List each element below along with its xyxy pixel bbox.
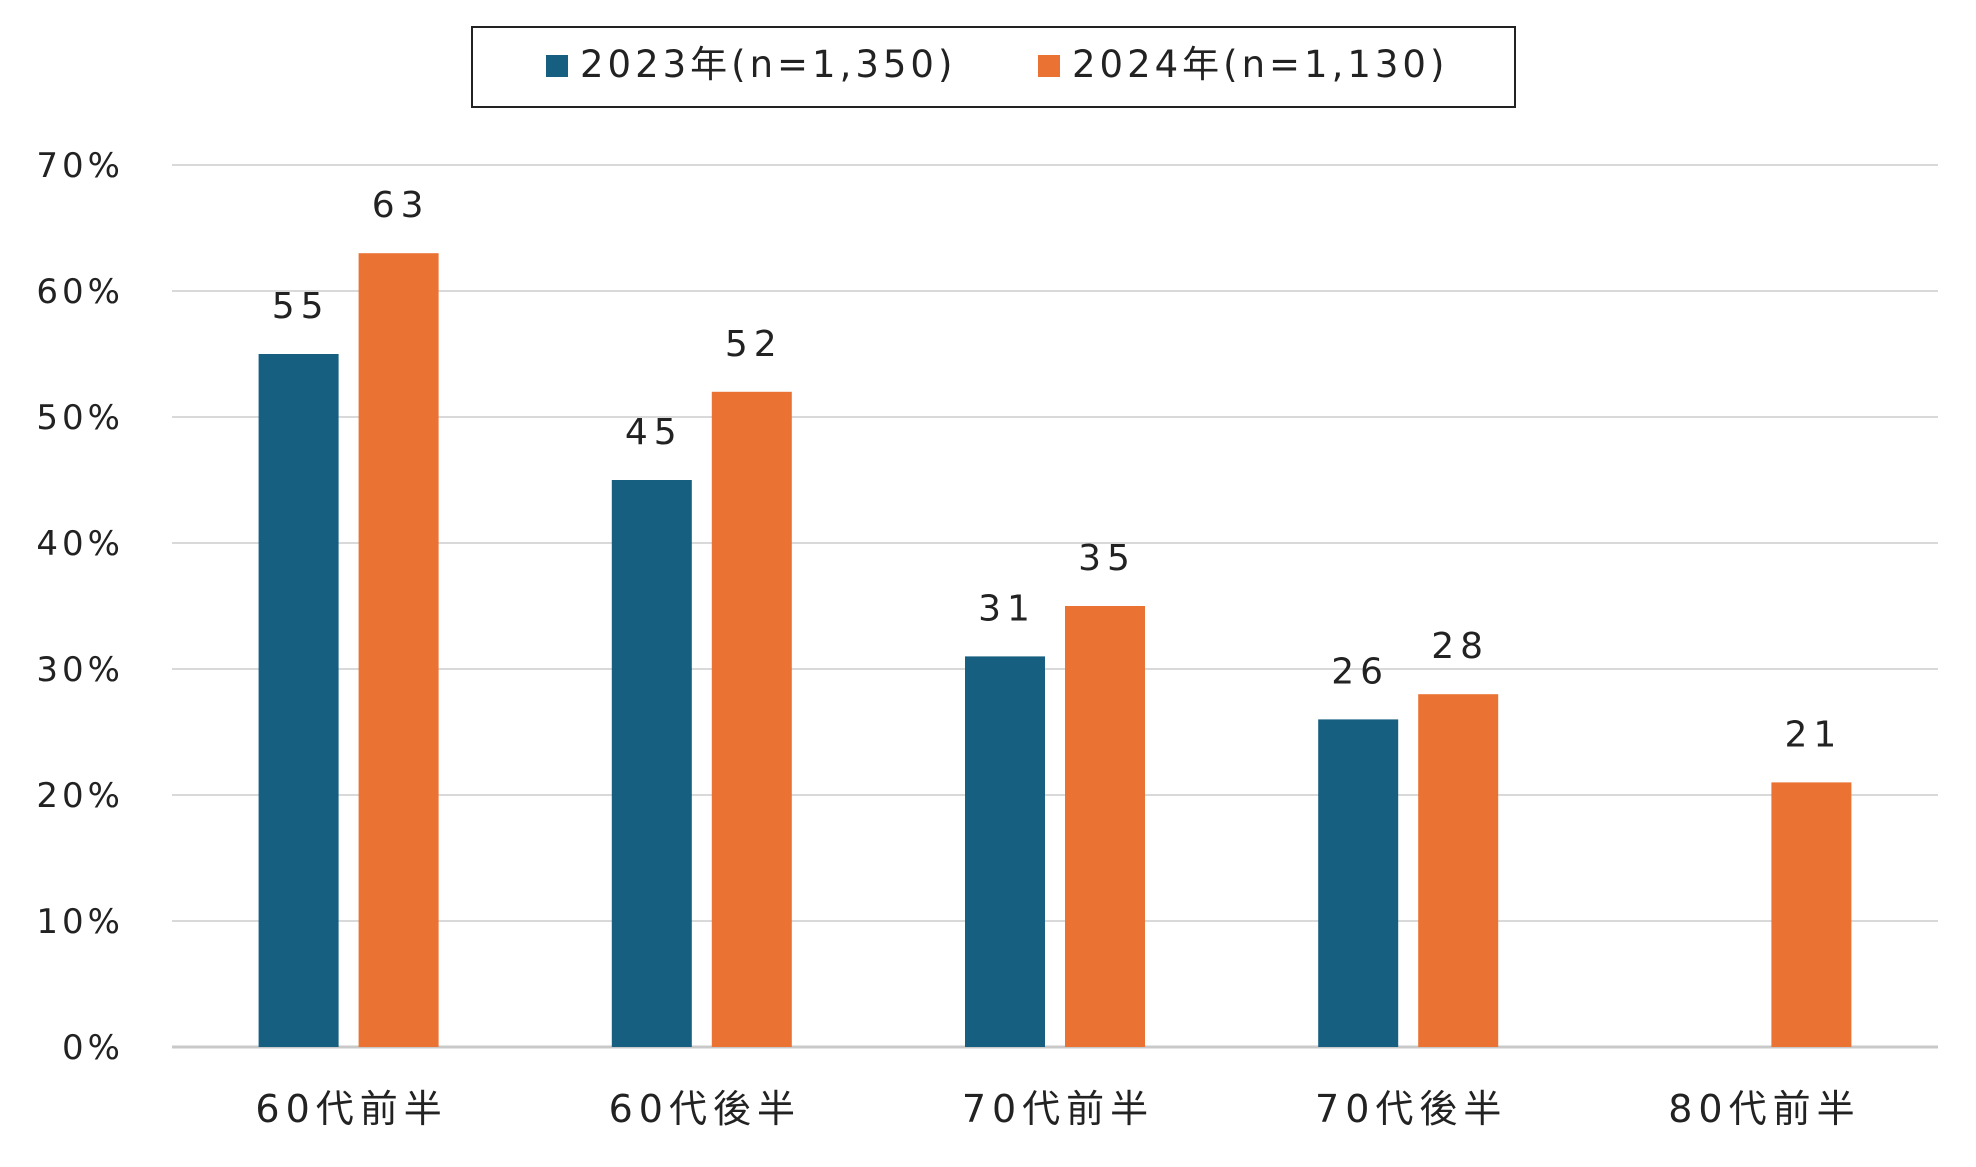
bar (258, 354, 339, 1047)
bar (711, 391, 792, 1047)
bar (1318, 719, 1399, 1047)
y-tick-label: 60% (36, 272, 124, 312)
data-label: 31 (978, 588, 1036, 629)
y-axis: 0% 10% 20% 30% 40% 50% 60% 70% (36, 146, 124, 1068)
gridlines (172, 164, 1938, 1049)
y-tick-label: 0% (62, 1028, 124, 1068)
x-tick-label: 60代後半 (609, 1087, 801, 1131)
y-tick-label: 40% (36, 524, 124, 564)
y-tick-label: 30% (36, 650, 124, 690)
y-tick-label: 50% (36, 398, 124, 438)
bar (965, 656, 1045, 1047)
data-labels: 55 63 45 52 31 35 26 28 21 (272, 185, 1842, 755)
x-tick-label: 70代後半 (1315, 1087, 1507, 1131)
data-label: 26 (1331, 651, 1389, 692)
x-tick-label: 60代前半 (255, 1087, 447, 1131)
data-label: 21 (1784, 714, 1842, 755)
legend-box (471, 26, 1516, 108)
legend: 2023年(n=1,350) 2024年(n=1,130) (471, 26, 1516, 108)
bar (1418, 694, 1499, 1047)
bar (1065, 606, 1145, 1047)
x-tick-label: 70代前半 (962, 1087, 1154, 1131)
bars (258, 253, 1852, 1047)
data-label: 55 (272, 286, 330, 327)
y-tick-label: 70% (36, 146, 124, 186)
data-label: 28 (1431, 626, 1489, 667)
y-tick-label: 20% (36, 776, 124, 816)
x-tick-label: 80代前半 (1668, 1087, 1860, 1131)
legend-label-2024: 2024年(n=1,130) (1072, 43, 1448, 86)
data-label: 45 (625, 412, 683, 453)
bar (1771, 782, 1852, 1047)
data-label: 63 (372, 185, 430, 226)
legend-swatch-2024 (1038, 55, 1060, 77)
data-label: 52 (725, 324, 783, 365)
legend-label-2023: 2023年(n=1,350) (580, 43, 956, 86)
bar (358, 253, 439, 1047)
legend-swatch-2023 (546, 55, 568, 77)
x-axis: 60代前半 60代後半 70代前半 70代後半 80代前半 (255, 1087, 1860, 1131)
y-tick-label: 10% (36, 902, 124, 942)
bar (611, 480, 692, 1047)
data-label: 35 (1078, 538, 1136, 579)
